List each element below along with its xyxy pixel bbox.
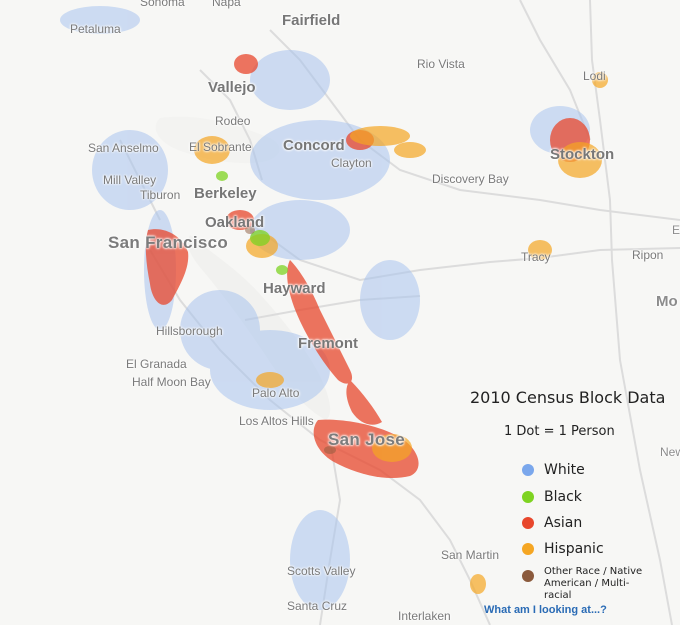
city-label-stockton: Stockton: [550, 146, 615, 163]
city-label-new-edge: New: [660, 445, 680, 459]
population-dots: [60, 6, 608, 610]
city-label-petaluma: Petaluma: [70, 22, 121, 36]
city-label-sonoma: Sonoma: [140, 0, 185, 9]
city-label-tracy: Tracy: [521, 250, 551, 264]
city-label-rodeo: Rodeo: [215, 114, 251, 128]
city-label-fremont: Fremont: [298, 335, 358, 352]
city-label-san-martin: San Martin: [441, 548, 500, 562]
city-label-rio-vista: Rio Vista: [417, 57, 465, 71]
city-label-santa-cruz: Santa Cruz: [287, 599, 348, 613]
city-label-scotts-valley: Scotts Valley: [287, 564, 356, 578]
other-dot-icon: [522, 570, 534, 582]
legend-item-asian: Asian: [522, 515, 582, 531]
legend-label: Hispanic: [544, 541, 604, 557]
city-label-el-granada: El Granada: [126, 357, 187, 371]
city-label-discovery-bay: Discovery Bay: [432, 172, 509, 186]
city-label-clayton: Clayton: [331, 156, 372, 170]
city-label-san-jose: San Jose: [328, 430, 406, 449]
city-label-half-moon-bay: Half Moon Bay: [132, 375, 211, 389]
city-label-palo-alto: Palo Alto: [252, 386, 300, 400]
city-label-el-sobrante: El Sobrante: [189, 140, 252, 154]
city-label-lodi: Lodi: [583, 69, 606, 83]
legend-item-white: White: [522, 462, 585, 478]
city-label-mo-edge: Mo: [656, 293, 678, 310]
city-label-oakland: Oakland: [205, 214, 265, 231]
city-label-ripon: Ripon: [632, 248, 664, 262]
legend-subtitle: 1 Dot = 1 Person: [504, 424, 615, 439]
legend-label: Black: [544, 489, 582, 505]
legend-item-hispanic: Hispanic: [522, 541, 604, 557]
legend-label: Asian: [544, 515, 583, 531]
city-label-fairfield: Fairfield: [282, 12, 341, 29]
city-label-hayward: Hayward: [263, 280, 326, 297]
city-label-tiburon: Tiburon: [140, 188, 181, 202]
city-label-hillsborough: Hillsborough: [156, 324, 223, 338]
city-label-interlaken: Interlaken: [398, 609, 451, 623]
legend-label: Other Race / Native American / Multi-rac…: [544, 566, 643, 601]
city-label-napa: Napa: [212, 0, 241, 9]
city-label-san-anselmo: San Anselmo: [88, 141, 159, 155]
city-label-concord: Concord: [283, 137, 345, 154]
legend-title: 2010 Census Block Data: [470, 388, 666, 407]
legend-item-black: Black: [522, 489, 582, 505]
city-label-e-edge: E: [672, 223, 680, 237]
black-dot-icon: [522, 491, 534, 503]
hispanic-dot-icon: [522, 543, 534, 555]
legend: 2010 Census Block Data 1 Dot = 1 Person …: [456, 380, 680, 625]
legend-label: White: [544, 462, 585, 478]
asian-dot-icon: [522, 517, 534, 529]
city-label-berkeley: Berkeley: [194, 185, 257, 202]
legend-item-other: Other Race / Native American / Multi-rac…: [522, 566, 652, 602]
city-label-mill-valley: Mill Valley: [103, 173, 157, 187]
city-label-vallejo: Vallejo: [208, 79, 256, 96]
white-dot-icon: [522, 464, 534, 476]
city-label-los-altos-hills: Los Altos Hills: [239, 414, 314, 428]
city-label-san-francisco: San Francisco: [108, 233, 229, 252]
what-am-i-looking-at-link[interactable]: What am I looking at...?: [484, 604, 607, 616]
